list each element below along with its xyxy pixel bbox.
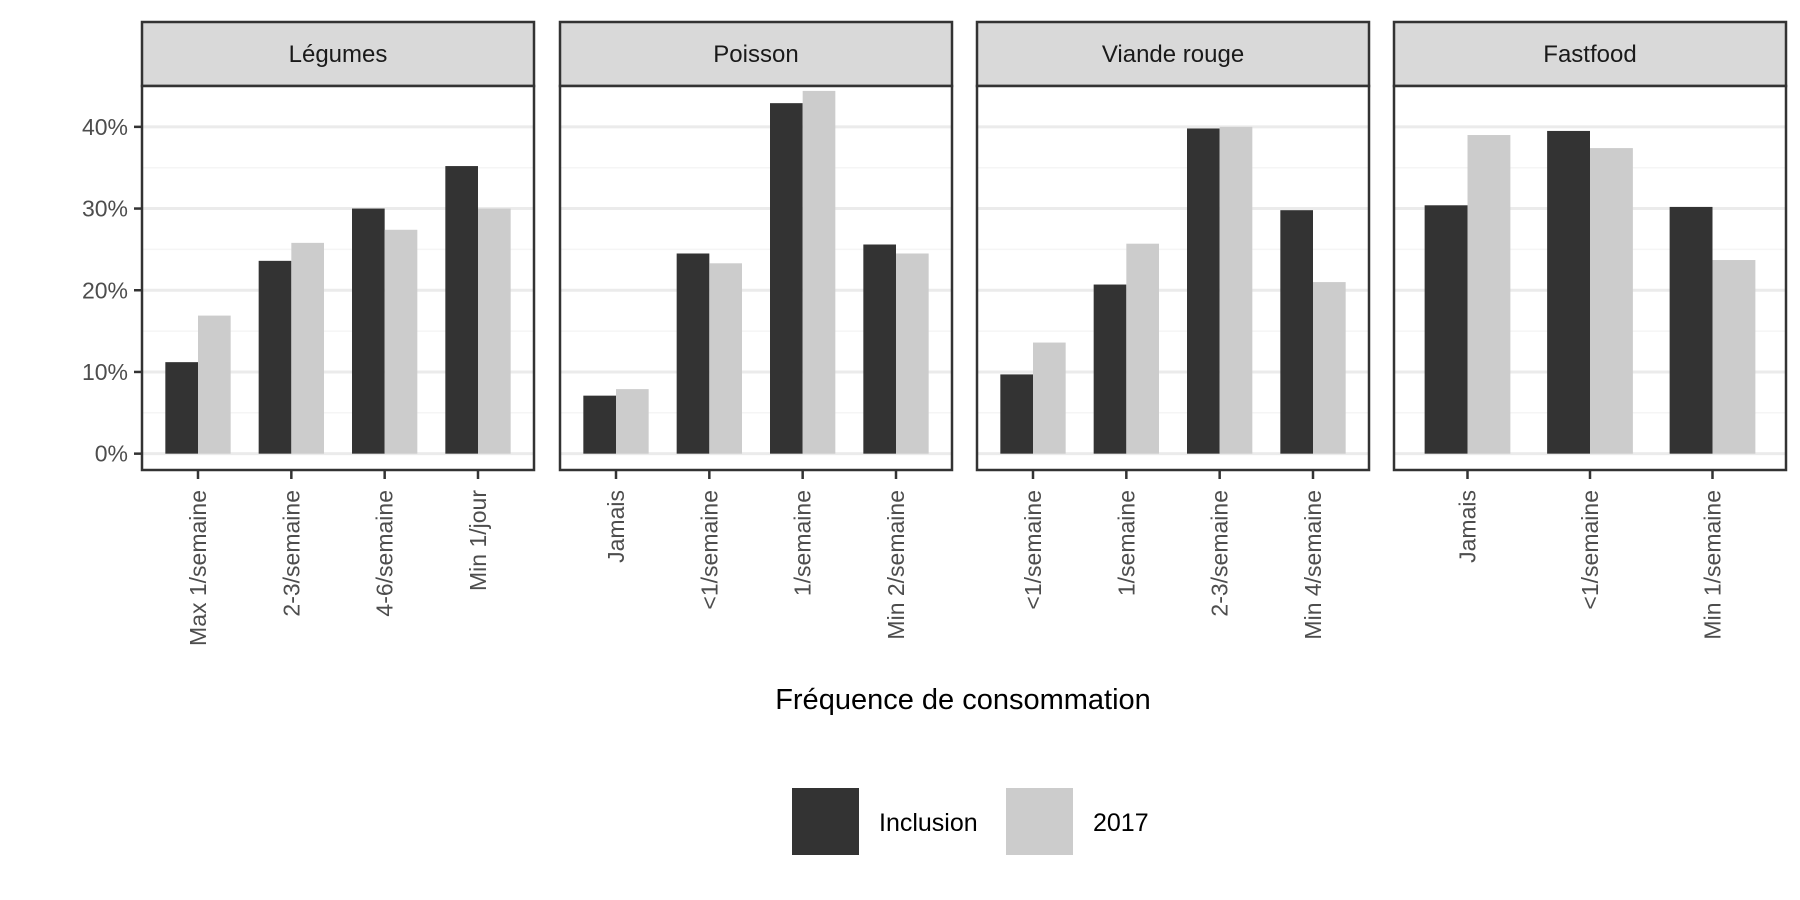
facet-poisson: Poisson Jamais <1/semaine 1/semaine Min 2/se… xyxy=(558,20,954,640)
y-tick-label: 40% xyxy=(82,114,128,140)
bar-inclusion-min-1-jour xyxy=(445,166,478,454)
bar-inclusion-max-1-semaine xyxy=(165,362,198,454)
y-tick-label: 0% xyxy=(95,441,128,467)
bar-inclusion-4-6-semaine xyxy=(352,208,385,454)
facet-l-gumes: Légumes Max 1/semaine 2-3/semaine 4-6/semai… xyxy=(82,20,536,646)
bar-inclusion-1-semaine xyxy=(1000,374,1033,454)
bar-2017-min-4-semaine xyxy=(1313,282,1346,454)
bar-2017-min-1-jour xyxy=(478,208,511,454)
bar-2017-2-3-semaine xyxy=(291,242,324,454)
facet-strip xyxy=(1392,20,1788,88)
y-tick-label: 20% xyxy=(82,277,128,303)
bar-inclusion-1-semaine xyxy=(1547,130,1590,454)
facet-title: Fastfood xyxy=(1543,41,1636,68)
legend-swatch xyxy=(792,788,859,855)
x-tick-label: <1/semaine xyxy=(1020,490,1046,610)
x-tick-label: Min 4/semaine xyxy=(1300,490,1326,640)
facet-strip xyxy=(558,20,954,88)
x-tick-label: Jamais xyxy=(1455,490,1481,563)
x-tick-label: Min 2/semaine xyxy=(883,490,909,640)
bar-2017-1-semaine xyxy=(1590,148,1633,454)
bar-inclusion-2-3-semaine xyxy=(1187,128,1220,454)
facet-strip xyxy=(140,20,536,88)
x-tick-label: 4-6/semaine xyxy=(372,490,398,617)
bar-2017-1-semaine xyxy=(709,263,742,454)
x-axis-title: Fréquence de consommation xyxy=(775,684,1151,716)
legend-swatch xyxy=(1006,788,1073,855)
bar-inclusion-jamais xyxy=(1424,205,1468,454)
bar-2017-min-2-semaine xyxy=(896,253,929,454)
bar-2017-2-3-semaine xyxy=(1219,126,1253,454)
bar-inclusion-2-3-semaine xyxy=(258,260,292,454)
x-tick-label: 1/semaine xyxy=(790,490,816,596)
legend-label: 2017 xyxy=(1093,809,1149,837)
facet-title: Viande rouge xyxy=(1102,41,1244,68)
bar-2017-4-6-semaine xyxy=(384,229,418,454)
bar-inclusion-min-1-semaine xyxy=(1669,206,1713,454)
legend-item-2017: 2017 xyxy=(1006,788,1149,855)
legend: Inclusion 2017 xyxy=(792,788,1149,855)
bar-2017-jamais xyxy=(1467,135,1511,454)
bar-inclusion-jamais xyxy=(583,395,616,454)
x-tick-label: Min 1/semaine xyxy=(1700,490,1726,640)
bar-2017-1-semaine xyxy=(802,90,836,454)
x-tick-label: 2-3/semaine xyxy=(278,490,304,617)
y-tick-label: 30% xyxy=(82,196,128,222)
bar-inclusion-min-2-semaine xyxy=(863,244,896,454)
legend-label: Inclusion xyxy=(879,809,978,837)
facet-panels: Légumes Max 1/semaine 2-3/semaine 4-6/semai… xyxy=(82,20,1788,646)
bar-2017-max-1-semaine xyxy=(198,315,231,454)
y-tick-label: 10% xyxy=(82,359,128,385)
x-tick-label: 2-3/semaine xyxy=(1207,490,1233,617)
facet-viande-rouge: Viande rouge <1/semaine 1/semaine 2-3/semai… xyxy=(975,20,1371,640)
x-tick-label: Max 1/semaine xyxy=(185,490,211,646)
bar-2017-1-semaine xyxy=(1126,243,1159,454)
x-tick-label: Min 1/jour xyxy=(465,490,491,591)
bar-2017-jamais xyxy=(616,389,649,454)
x-tick-label: <1/semaine xyxy=(1577,490,1603,610)
bar-inclusion-1-semaine xyxy=(1093,284,1127,454)
bar-2017-1-semaine xyxy=(1033,342,1066,454)
bar-2017-min-1-semaine xyxy=(1712,260,1756,454)
x-tick-label: <1/semaine xyxy=(696,490,722,610)
facet-title: Légumes xyxy=(289,41,388,68)
facet-fastfood: Fastfood Jamais <1/semaine Min 1/semaine xyxy=(1392,20,1788,640)
bar-inclusion-1-semaine xyxy=(770,103,803,454)
legend-item-inclusion: Inclusion xyxy=(792,788,978,855)
x-tick-label: 1/semaine xyxy=(1113,490,1139,596)
bar-inclusion-1-semaine xyxy=(676,253,710,454)
panel-border xyxy=(558,84,954,472)
x-tick-label: Jamais xyxy=(603,490,629,563)
panel-border xyxy=(1392,84,1788,472)
facet-strip xyxy=(975,20,1371,88)
bar-inclusion-min-4-semaine xyxy=(1280,210,1313,454)
panel-border xyxy=(140,84,536,472)
facet-title: Poisson xyxy=(713,41,798,68)
panel-border xyxy=(975,84,1371,472)
